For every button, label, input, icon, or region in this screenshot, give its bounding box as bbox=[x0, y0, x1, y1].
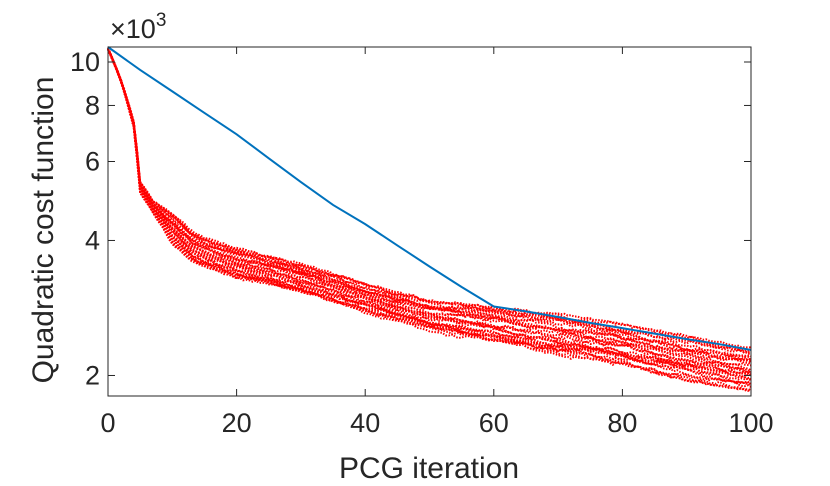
y-tick-label: 6 bbox=[85, 146, 100, 176]
x-tick-label: 100 bbox=[728, 408, 773, 438]
series-line-samples-4 bbox=[107, 48, 752, 387]
y-axis-multiplier-base: ×10 bbox=[110, 14, 156, 44]
series-line-samples-9 bbox=[107, 48, 752, 381]
series-line-samples-18 bbox=[107, 47, 752, 367]
series-line-samples-21 bbox=[107, 48, 752, 363]
x-tick-label: 40 bbox=[350, 408, 380, 438]
series-line-samples-29 bbox=[107, 48, 752, 355]
y-axis-multiplier: ×103 bbox=[110, 10, 166, 44]
series-line-samples-26 bbox=[107, 47, 752, 353]
series-line-samples-22 bbox=[107, 48, 752, 363]
series-line-samples-16 bbox=[107, 48, 752, 372]
series-line-samples-6 bbox=[107, 48, 752, 385]
series-layer bbox=[107, 46, 752, 393]
series-line-samples-23 bbox=[107, 48, 752, 358]
y-tick-label: 2 bbox=[85, 360, 100, 390]
series-line-samples-5 bbox=[107, 48, 752, 388]
x-tick-label: 0 bbox=[100, 408, 115, 438]
series-line-samples-17 bbox=[107, 47, 752, 372]
series-line-samples-2 bbox=[107, 47, 752, 393]
y-tick-label: 8 bbox=[85, 90, 100, 120]
series-line-reference bbox=[107, 46, 752, 351]
series-line-samples-10 bbox=[107, 48, 752, 381]
x-axis-label: PCG iteration bbox=[339, 452, 519, 485]
y-axis-label: Quadratic cost function bbox=[27, 77, 60, 384]
series-line-samples-3 bbox=[107, 48, 752, 391]
series-line-samples-24 bbox=[107, 49, 752, 360]
series-line-samples-7 bbox=[107, 48, 752, 380]
series-line-samples-30 bbox=[107, 47, 751, 349]
x-tick-label: 20 bbox=[222, 408, 252, 438]
y-tick-label: 10 bbox=[70, 47, 100, 77]
series-line-samples-8 bbox=[107, 48, 752, 384]
x-tick-label: 60 bbox=[479, 408, 509, 438]
series-line-samples-1 bbox=[107, 48, 752, 393]
y-axis-multiplier-exponent: 3 bbox=[156, 10, 167, 31]
x-tick-label: 80 bbox=[607, 408, 637, 438]
axes: 0 20 40 60 80 100 2 4 6 8 10 bbox=[70, 46, 774, 438]
labels: PCG iteration Quadratic cost function ×1… bbox=[27, 10, 519, 485]
series-line-samples-25 bbox=[107, 48, 752, 363]
y-tick-label: 4 bbox=[85, 225, 100, 255]
plot-frame bbox=[107, 46, 752, 397]
series-line-samples-27 bbox=[107, 48, 752, 355]
